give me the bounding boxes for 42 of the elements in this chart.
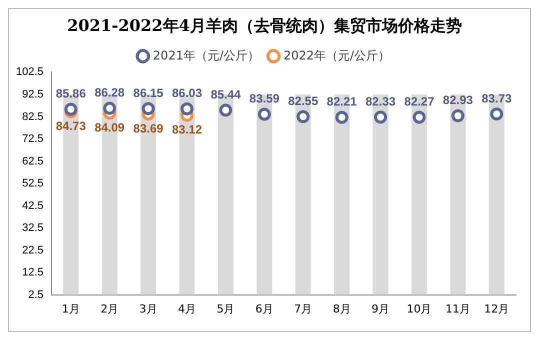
y-tick-label: 22.5 xyxy=(22,244,44,256)
x-tick-label: 5月 xyxy=(216,302,235,316)
y-tick-label: 42.5 xyxy=(22,200,44,212)
data-label: 85.86 xyxy=(56,86,86,101)
data-label: 83.73 xyxy=(482,91,512,106)
data-label: 83.69 xyxy=(133,121,164,136)
legend-label: 2022年（元/公斤） xyxy=(284,48,390,62)
x-tick-label: 2月 xyxy=(100,302,119,316)
data-label: 82.21 xyxy=(326,94,358,109)
legend-label: 2021年（元/公斤） xyxy=(152,48,260,62)
y-tick-label: 82.5 xyxy=(22,110,44,123)
y-tick-label: 102.5 xyxy=(16,66,44,78)
data-label: 84.73 xyxy=(56,119,86,134)
x-tick-label: 9月 xyxy=(372,302,390,316)
data-label: 84.09 xyxy=(94,120,125,134)
y-tick-label: 12.5 xyxy=(22,266,44,279)
data-label: 86.28 xyxy=(94,86,125,100)
data-label: 85.44 xyxy=(210,87,242,102)
y-tick-label: 92.5 xyxy=(22,88,44,100)
y-tick-label: 2.5 xyxy=(28,288,44,301)
x-tick-label: 1月 xyxy=(62,302,80,316)
data-label: 82.93 xyxy=(442,93,474,108)
y-tick-label: 32.5 xyxy=(22,222,44,234)
x-tick-label: 6月 xyxy=(255,302,274,316)
y-tick-label: 62.5 xyxy=(22,155,44,168)
x-tick-label: 12月 xyxy=(484,302,510,316)
x-tick-label: 11月 xyxy=(445,302,470,316)
x-tick-label: 3月 xyxy=(139,302,158,316)
data-label: 83.12 xyxy=(172,122,202,137)
data-label: 82.55 xyxy=(288,94,318,108)
x-tick-label: 8月 xyxy=(332,302,351,316)
y-tick-label: 72.5 xyxy=(22,133,44,146)
chart-title: 2021-2022年4月羊肉（去骨统肉）集贸市场价格走势 xyxy=(67,16,462,35)
data-label: 82.27 xyxy=(404,94,435,109)
y-tick-label: 52.5 xyxy=(22,178,44,190)
data-label: 83.59 xyxy=(249,92,280,106)
data-label: 82.33 xyxy=(366,94,396,108)
x-tick-label: 7月 xyxy=(294,302,312,316)
data-label: 86.15 xyxy=(133,86,164,100)
x-tick-label: 4月 xyxy=(178,302,196,316)
x-tick-label: 10月 xyxy=(406,302,432,316)
data-label: 86.03 xyxy=(172,86,202,100)
